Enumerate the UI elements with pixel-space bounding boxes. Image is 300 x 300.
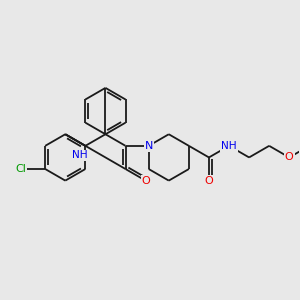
Text: Cl: Cl [15,164,26,174]
Text: O: O [142,176,151,186]
Text: N: N [145,141,153,151]
Text: O: O [205,176,213,186]
Text: NH: NH [72,150,88,160]
Text: NH: NH [221,141,237,151]
Text: O: O [285,152,294,162]
